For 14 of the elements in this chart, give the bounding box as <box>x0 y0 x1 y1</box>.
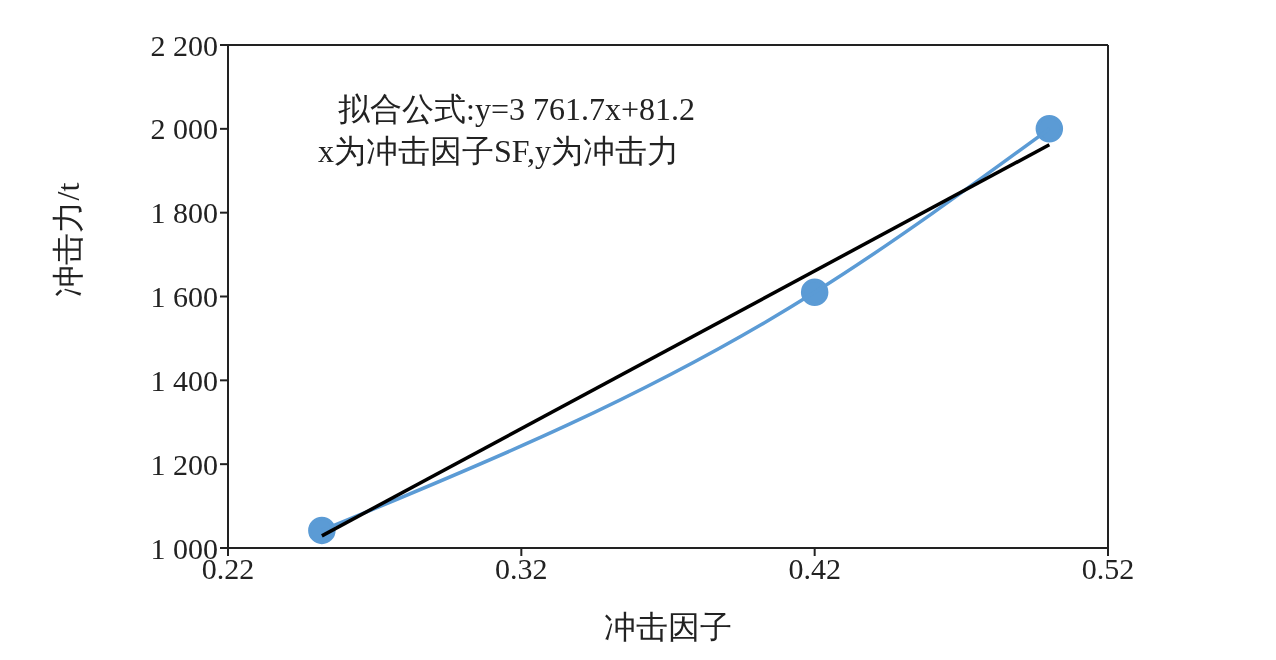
point <box>1035 115 1064 143</box>
x-tick-label: 0.32 <box>495 552 548 586</box>
x-tick-label: 0.42 <box>788 552 841 586</box>
y-tick-label: 1 400 <box>150 363 218 397</box>
x-axis-title: 冲击因子 <box>604 609 732 645</box>
y-axis-title: 冲击力/t <box>50 182 87 297</box>
y-tick-label: 2 000 <box>150 112 218 146</box>
x-tick-label: 0.52 <box>1081 552 1135 586</box>
annotation: 拟合公式:y=3 761.7x+81.2 <box>338 90 695 129</box>
y-tick-label: 1 200 <box>150 447 218 481</box>
y-tick-label: 2 200 <box>150 28 218 62</box>
y-tick-label: 1 600 <box>150 280 218 314</box>
annotation: x为冲击因子SF,y为冲击力 <box>318 132 681 171</box>
y-tick-label: 1 800 <box>150 196 218 230</box>
